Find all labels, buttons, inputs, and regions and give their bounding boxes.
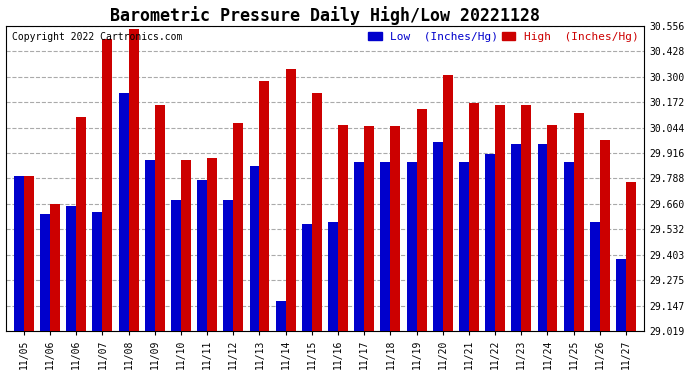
Bar: [155, 105, 165, 331]
Bar: [573, 112, 584, 331]
Bar: [443, 75, 453, 331]
Bar: [102, 39, 112, 331]
Bar: [485, 154, 495, 331]
Legend: Low  (Inches/Hg), High  (Inches/Hg): Low (Inches/Hg), High (Inches/Hg): [368, 32, 639, 42]
Bar: [14, 176, 24, 331]
Bar: [50, 204, 60, 331]
Bar: [92, 212, 102, 331]
Bar: [511, 144, 521, 331]
Bar: [616, 260, 626, 331]
Bar: [40, 214, 50, 331]
Bar: [380, 162, 391, 331]
Bar: [233, 123, 244, 331]
Bar: [181, 160, 191, 331]
Bar: [521, 105, 531, 331]
Bar: [24, 176, 34, 331]
Bar: [338, 124, 348, 331]
Bar: [590, 222, 600, 331]
Bar: [469, 103, 479, 331]
Bar: [76, 117, 86, 331]
Bar: [417, 109, 426, 331]
Bar: [406, 162, 417, 331]
Bar: [66, 206, 76, 331]
Bar: [547, 124, 558, 331]
Bar: [538, 144, 547, 331]
Bar: [459, 162, 469, 331]
Bar: [433, 142, 443, 331]
Bar: [564, 162, 573, 331]
Bar: [197, 180, 207, 331]
Title: Barometric Pressure Daily High/Low 20221128: Barometric Pressure Daily High/Low 20221…: [110, 6, 540, 24]
Bar: [207, 158, 217, 331]
Bar: [354, 162, 364, 331]
Bar: [364, 126, 374, 331]
Bar: [171, 200, 181, 331]
Bar: [259, 81, 269, 331]
Bar: [328, 222, 338, 331]
Bar: [391, 126, 400, 331]
Bar: [224, 200, 233, 331]
Bar: [600, 140, 610, 331]
Bar: [276, 301, 286, 331]
Bar: [250, 166, 259, 331]
Bar: [145, 160, 155, 331]
Text: Copyright 2022 Cartronics.com: Copyright 2022 Cartronics.com: [12, 32, 182, 42]
Bar: [128, 29, 139, 331]
Bar: [119, 93, 128, 331]
Bar: [495, 105, 505, 331]
Bar: [626, 182, 636, 331]
Bar: [286, 69, 295, 331]
Bar: [312, 93, 322, 331]
Bar: [302, 224, 312, 331]
